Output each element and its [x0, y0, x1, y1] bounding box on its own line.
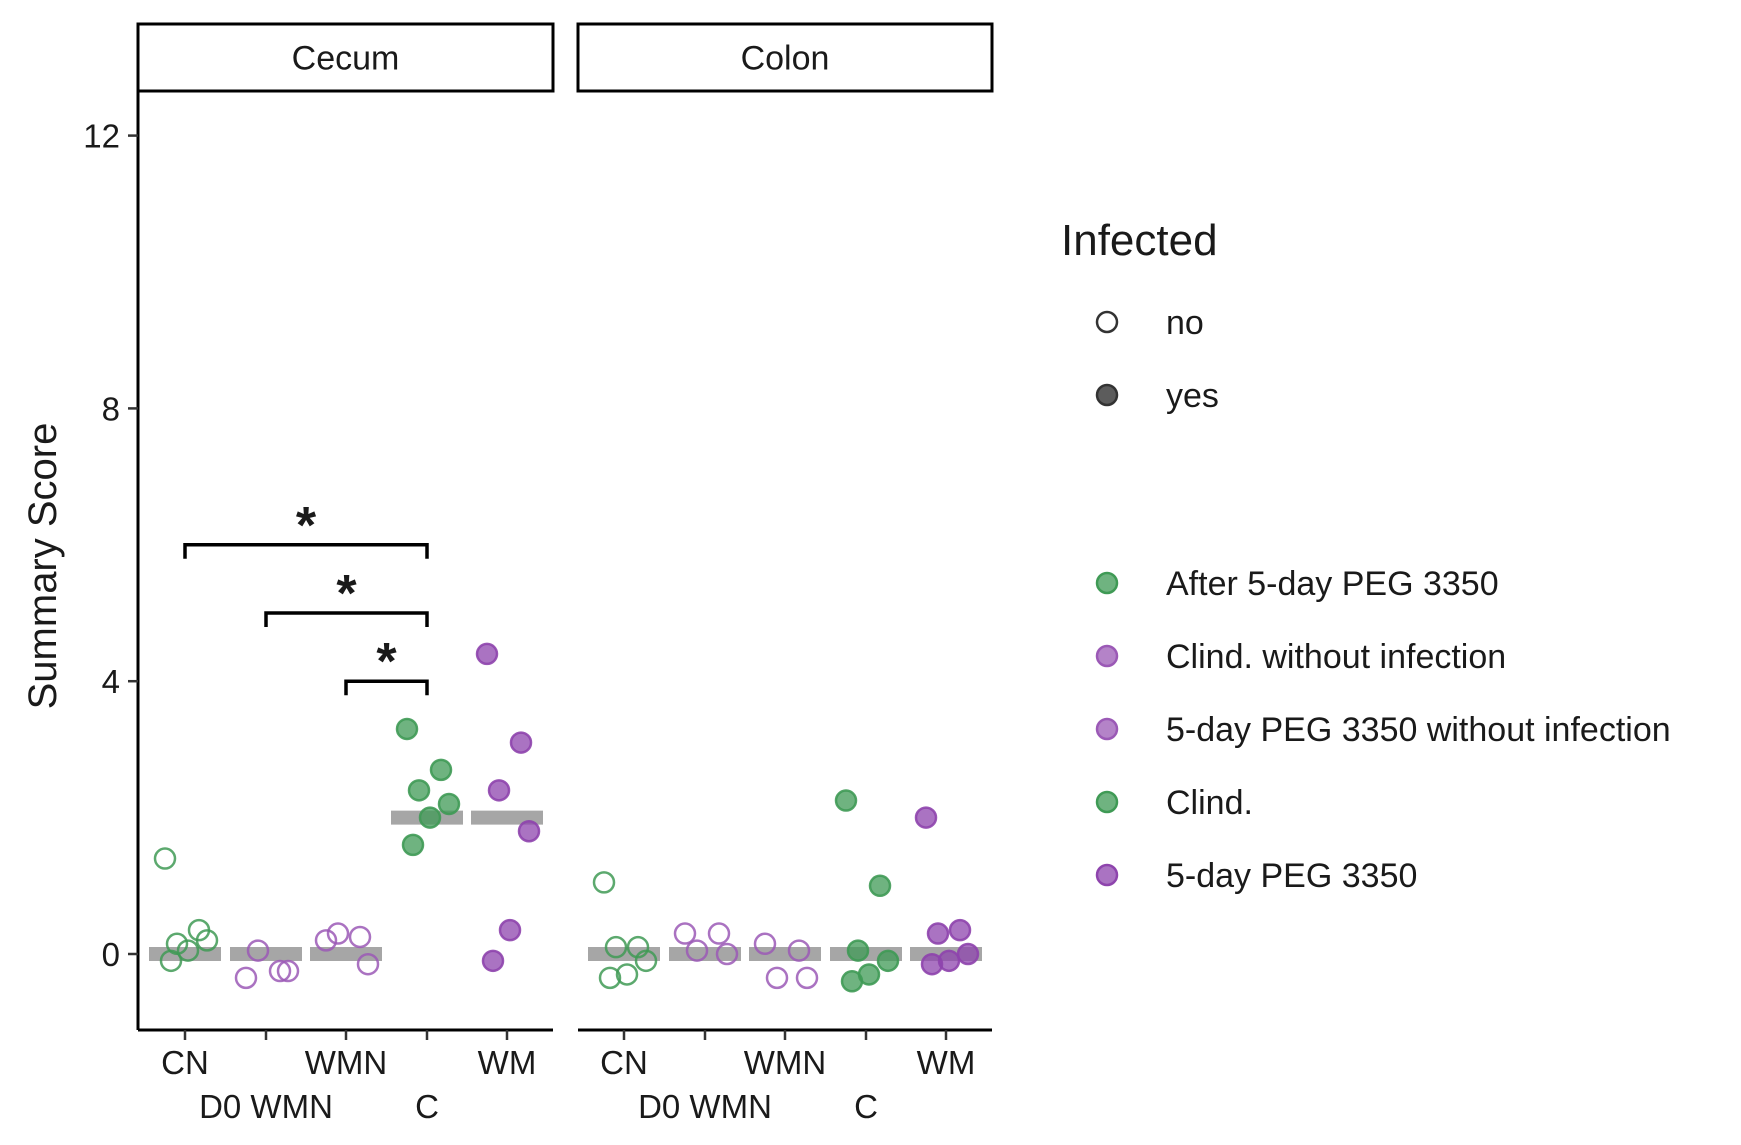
- strip-box: [576, 22, 994, 93]
- data-point: [685, 939, 709, 962]
- data-point: [429, 758, 453, 782]
- data-point: [795, 966, 819, 990]
- data-point: [246, 939, 270, 962]
- significance-star: *: [376, 633, 397, 691]
- legend-label: no: [1166, 304, 1204, 342]
- data-point: [615, 963, 639, 986]
- data-point: [487, 779, 511, 802]
- data-point: [707, 922, 731, 945]
- legend-shape-items: no yes: [1095, 304, 1219, 415]
- chart-panels: Cecum CN D0 WMN WMN C WM * * * Colon CN D0 WMN WMN C W…: [136, 22, 994, 1125]
- data-point: [956, 942, 980, 966]
- legend-label: Clind.: [1166, 784, 1253, 822]
- y-tick-label: 12: [83, 118, 120, 155]
- data-point: [948, 918, 972, 942]
- strip-label: Cecum: [292, 40, 400, 78]
- data-point: [592, 871, 616, 894]
- data-point: [846, 939, 870, 962]
- data-point: [509, 731, 533, 754]
- panel-colon: Colon CN D0 WMN WMN C WM: [576, 22, 994, 1125]
- y-tick-label: 8: [102, 390, 120, 427]
- data-point: [437, 792, 461, 816]
- data-point: [920, 952, 944, 976]
- x-tick-label: WM: [478, 1044, 537, 1081]
- significance-star: *: [336, 565, 357, 623]
- data-point: [356, 952, 380, 976]
- data-point: [753, 932, 777, 956]
- x-tick-label: WMN: [744, 1044, 826, 1081]
- legend-label: yes: [1166, 377, 1219, 415]
- strip-label: Colon: [741, 40, 830, 78]
- data-point: [481, 949, 505, 973]
- x-tick-label: C: [854, 1088, 878, 1125]
- panel-cecum: Cecum CN D0 WMN WMN C WM * * *: [136, 22, 555, 1125]
- legend-key: [1095, 790, 1119, 814]
- data-point: [765, 966, 789, 990]
- legend-key: [1095, 644, 1119, 668]
- data-point: [926, 922, 950, 945]
- legend-key: [1095, 383, 1119, 407]
- legend-title: Infected: [1061, 216, 1218, 265]
- data-point: [268, 959, 292, 983]
- x-tick-label: CN: [600, 1044, 648, 1081]
- y-tick-label: 0: [102, 936, 120, 973]
- y-axis-label: Summary Score: [21, 423, 65, 710]
- legend-label: After 5-day PEG 3350: [1166, 565, 1499, 603]
- significance-star: *: [296, 497, 317, 555]
- data-point: [634, 949, 658, 973]
- data-point: [517, 819, 541, 843]
- x-tick-label: CN: [161, 1044, 209, 1081]
- data-point: [176, 939, 200, 962]
- legend-color-items: After 5-day PEG 3350 Clind. without infec…: [1095, 565, 1671, 895]
- data-point: [834, 789, 858, 812]
- legend: Infected no yes After 5-day PEG 3350 Clind…: [1061, 216, 1671, 895]
- data-point: [418, 806, 442, 829]
- y-tick-label: 4: [102, 663, 120, 700]
- data-point: [401, 833, 425, 857]
- legend-label: Clind. without infection: [1166, 638, 1506, 676]
- data-point: [840, 970, 864, 993]
- legend-key: [1095, 310, 1119, 334]
- data-point: [348, 925, 372, 949]
- data-point: [914, 806, 938, 829]
- data-point: [715, 942, 739, 966]
- data-point: [475, 642, 499, 666]
- legend-label: 5-day PEG 3350 without infection: [1166, 711, 1671, 749]
- data-point: [276, 959, 300, 983]
- significance-bracket: [183, 543, 429, 559]
- data-point: [395, 717, 419, 741]
- legend-key: [1095, 571, 1119, 595]
- data-point: [673, 922, 697, 945]
- data-point: [326, 922, 350, 945]
- legend-key: [1095, 863, 1119, 887]
- legend-key: [1095, 717, 1119, 741]
- data-point: [598, 966, 622, 990]
- x-tick-label: D0 WMN: [199, 1088, 333, 1125]
- data-point: [868, 874, 892, 898]
- data-point: [314, 929, 338, 952]
- strip-box: [136, 22, 555, 93]
- data-point: [787, 939, 811, 962]
- data-point: [234, 966, 258, 990]
- y-axis: 0 4 8 12: [83, 118, 138, 973]
- data-point: [153, 847, 177, 870]
- data-point: [195, 929, 219, 952]
- significance-bracket: [264, 611, 429, 627]
- data-point: [604, 935, 628, 959]
- legend-label: 5-day PEG 3350: [1166, 857, 1417, 895]
- data-point: [407, 779, 431, 802]
- significance-bracket: [344, 679, 429, 696]
- x-tick-label: WMN: [305, 1044, 387, 1081]
- x-tick-label: WM: [917, 1044, 976, 1081]
- x-tick-label: C: [415, 1088, 439, 1125]
- data-point: [498, 918, 522, 942]
- data-point: [876, 949, 900, 973]
- data-point: [159, 949, 183, 973]
- x-tick-label: D0 WMN: [638, 1088, 772, 1125]
